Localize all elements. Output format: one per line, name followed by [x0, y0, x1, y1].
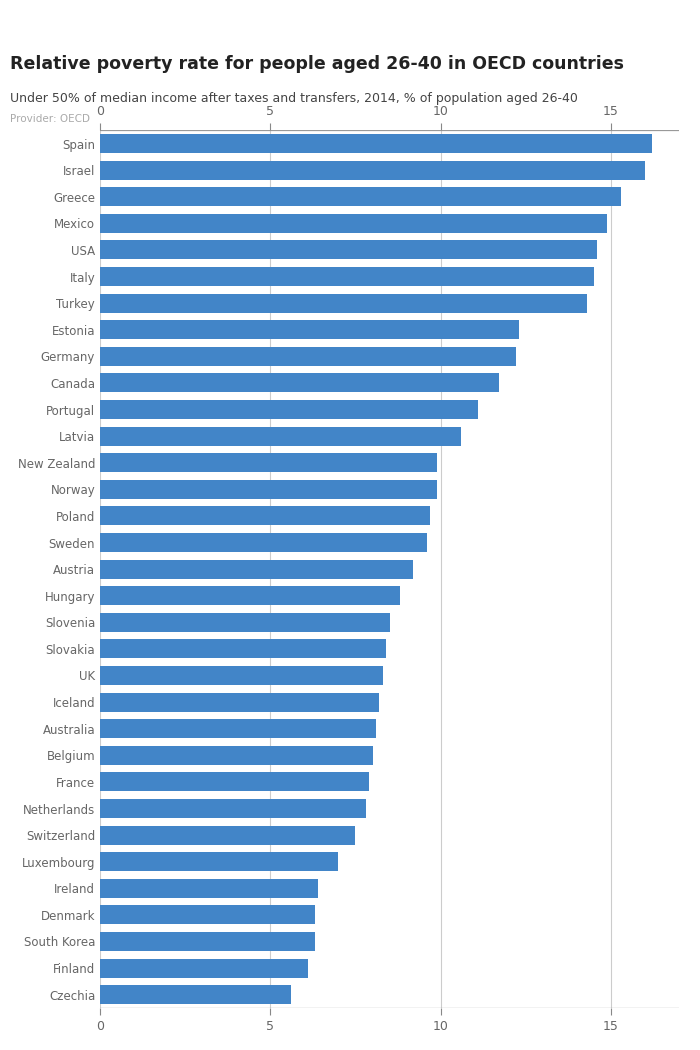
Bar — [100, 320, 519, 339]
Bar — [100, 480, 438, 499]
Bar — [100, 853, 339, 871]
Bar — [100, 533, 427, 552]
Bar — [100, 374, 498, 393]
Bar — [100, 506, 430, 525]
Bar — [100, 905, 314, 924]
Bar — [100, 187, 621, 206]
Bar — [100, 586, 400, 605]
Bar — [100, 773, 369, 792]
Text: Provider: OECD: Provider: OECD — [10, 114, 90, 125]
Bar — [100, 613, 389, 632]
Bar — [100, 825, 356, 844]
Bar — [100, 879, 318, 898]
Bar — [100, 719, 376, 738]
Bar — [100, 134, 652, 153]
Bar — [100, 693, 379, 712]
Bar — [100, 959, 308, 978]
Text: Under 50% of median income after taxes and transfers, 2014, % of population aged: Under 50% of median income after taxes a… — [10, 92, 577, 105]
Bar — [100, 400, 478, 419]
Bar — [100, 560, 414, 579]
Bar — [100, 240, 597, 259]
Bar — [100, 426, 461, 445]
Bar — [100, 666, 383, 685]
Bar — [100, 161, 645, 180]
Bar — [100, 639, 386, 658]
Bar — [100, 294, 587, 313]
Bar — [100, 267, 594, 286]
Bar — [100, 932, 314, 951]
Bar — [100, 985, 290, 1004]
Bar — [100, 454, 438, 473]
Text: figure.nz: figure.nz — [596, 17, 673, 32]
Bar — [100, 346, 515, 365]
Bar — [100, 799, 365, 818]
Bar — [100, 746, 372, 764]
Bar — [100, 214, 608, 233]
Text: Relative poverty rate for people aged 26-40 in OECD countries: Relative poverty rate for people aged 26… — [10, 55, 624, 72]
